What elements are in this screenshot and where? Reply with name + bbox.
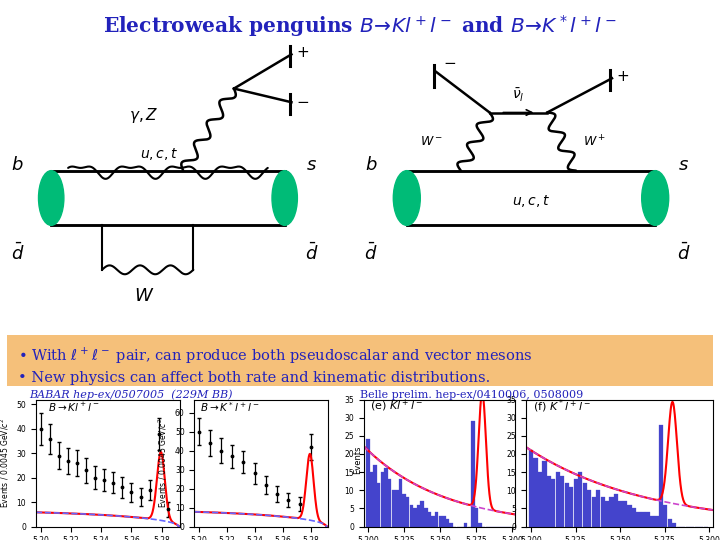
Bar (464, 523, 467, 526)
Bar (636, 512, 641, 526)
Bar (659, 425, 663, 526)
Bar (645, 512, 649, 526)
Bar (641, 512, 645, 526)
Bar (560, 476, 564, 526)
Text: $W^-$: $W^-$ (420, 135, 443, 148)
Bar (424, 508, 428, 526)
Text: $B \rightarrow K l^+l^-$: $B \rightarrow K l^+l^-$ (48, 401, 99, 414)
Bar (449, 523, 453, 526)
Bar (474, 508, 478, 526)
Text: Events: Events (354, 446, 362, 474)
Text: $\gamma, Z$: $\gamma, Z$ (129, 106, 158, 125)
Bar (605, 501, 609, 526)
Text: $u, c, t$: $u, c, t$ (140, 146, 179, 162)
Bar (410, 505, 413, 526)
Bar (384, 469, 388, 526)
Text: $\bar{d}$: $\bar{d}$ (305, 242, 318, 264)
Bar (51, 171, 284, 225)
Text: $+$: $+$ (295, 45, 309, 60)
Text: (f) $K^* l^+l^-$: (f) $K^* l^+l^-$ (533, 397, 591, 415)
Bar (618, 501, 623, 526)
Bar (528, 450, 533, 526)
Bar (627, 505, 631, 526)
Bar (556, 472, 560, 526)
Bar (569, 487, 573, 526)
Bar (582, 483, 587, 526)
Bar (446, 519, 449, 526)
Text: Belle prelim. hep-ex/0410006, 0508009: Belle prelim. hep-ex/0410006, 0508009 (360, 390, 583, 400)
Bar (435, 512, 438, 526)
Bar (632, 508, 636, 526)
Bar (388, 480, 392, 526)
Bar (406, 497, 410, 526)
Bar (413, 508, 417, 526)
Bar (438, 516, 442, 526)
Bar (534, 457, 538, 526)
Bar (392, 490, 395, 526)
Text: $\bar{d}$: $\bar{d}$ (11, 242, 24, 264)
Bar (600, 497, 605, 526)
Bar (428, 512, 431, 526)
Text: $+$: $+$ (616, 69, 629, 84)
Y-axis label: Events / 0.0045 GeV/$c^2$: Events / 0.0045 GeV/$c^2$ (0, 418, 11, 508)
Ellipse shape (393, 171, 420, 225)
Bar (609, 497, 613, 526)
Text: $s$: $s$ (306, 156, 318, 174)
Bar (552, 480, 555, 526)
Bar (420, 501, 424, 526)
Text: • New physics can affect both rate and kinematic distributions.: • New physics can affect both rate and k… (18, 370, 490, 384)
Bar (399, 480, 402, 526)
Bar (395, 490, 399, 526)
Bar (538, 472, 542, 526)
Text: (e) $Kl^+l^-$: (e) $Kl^+l^-$ (369, 398, 423, 414)
Bar (377, 483, 380, 526)
Bar (564, 483, 569, 526)
Text: BABAR hep-ex/0507005  (229M BB): BABAR hep-ex/0507005 (229M BB) (29, 390, 233, 401)
Bar (614, 494, 618, 526)
Text: $-$: $-$ (295, 93, 309, 108)
Bar (370, 472, 373, 526)
Bar (542, 461, 546, 526)
Bar (667, 519, 672, 526)
Ellipse shape (642, 171, 669, 225)
Bar (478, 523, 482, 526)
Text: Electroweak penguins $B\!\rightarrow\!Kl^+l^-$ and $B\!\rightarrow\!K^*l^+l^-$: Electroweak penguins $B\!\rightarrow\!Kl… (103, 14, 617, 39)
Bar (574, 480, 578, 526)
Ellipse shape (272, 171, 297, 225)
Bar (546, 476, 551, 526)
Bar (366, 440, 369, 526)
Bar (402, 494, 406, 526)
Text: $b$: $b$ (364, 156, 377, 174)
Text: $s$: $s$ (678, 156, 690, 174)
Bar (649, 516, 654, 526)
Text: $\bar{d}$: $\bar{d}$ (678, 242, 690, 264)
Bar (592, 497, 595, 526)
Text: $\bar{d}$: $\bar{d}$ (364, 242, 377, 264)
Text: $\bar{\nu}_l$: $\bar{\nu}_l$ (512, 87, 525, 104)
Bar (431, 516, 435, 526)
Text: $W$: $W$ (134, 287, 154, 305)
Bar (381, 472, 384, 526)
Bar (654, 516, 659, 526)
Bar (663, 505, 667, 526)
Y-axis label: Events / 0.0045 GeV/$c^2$: Events / 0.0045 GeV/$c^2$ (157, 418, 169, 508)
Text: $b$: $b$ (11, 156, 24, 174)
Bar (407, 171, 655, 225)
Bar (471, 421, 474, 526)
Text: • With $\ell^+\ell^-$ pair, can produce both pseudoscalar and vector mesons: • With $\ell^+\ell^-$ pair, can produce … (18, 346, 532, 366)
Bar (442, 516, 446, 526)
Bar (623, 501, 627, 526)
Bar (587, 490, 591, 526)
Bar (578, 472, 582, 526)
Text: $u, c, t$: $u, c, t$ (512, 193, 550, 210)
Text: $-$: $-$ (443, 53, 456, 69)
Bar (672, 523, 676, 526)
Bar (417, 505, 420, 526)
Bar (374, 465, 377, 526)
Text: $W^+$: $W^+$ (583, 134, 606, 149)
Ellipse shape (38, 171, 64, 225)
Bar (596, 490, 600, 526)
Text: $B \rightarrow K^* l^+l^-$: $B \rightarrow K^* l^+l^-$ (199, 401, 259, 414)
